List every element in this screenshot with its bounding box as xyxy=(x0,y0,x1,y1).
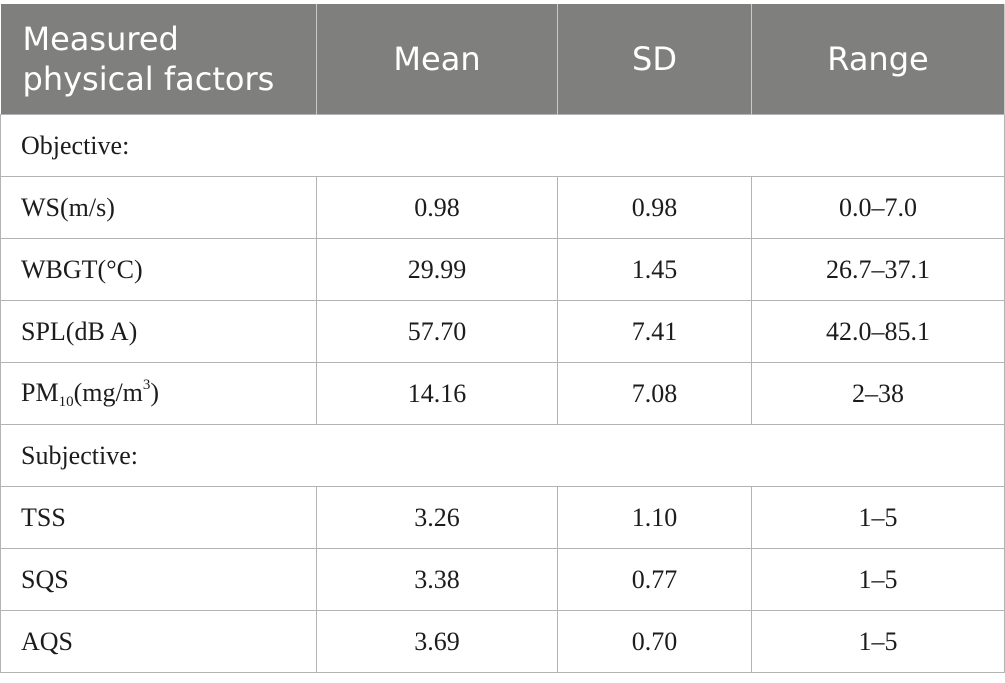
pm-label-close: ) xyxy=(150,377,160,407)
mean-cell: 14.16 xyxy=(316,362,558,425)
range-cell: 1–5 xyxy=(751,486,1005,549)
range-cell: 2–38 xyxy=(751,362,1005,425)
range-cell: 1–5 xyxy=(751,548,1005,611)
range-cell: 0.0–7.0 xyxy=(751,176,1005,239)
section-objective-label: Objective: xyxy=(0,114,1005,177)
row-label: SPL(dB A) xyxy=(0,300,317,363)
section-subjective-label: Subjective: xyxy=(0,424,1005,487)
row-label: PM10(mg/m3) xyxy=(0,362,317,425)
row-label: TSS xyxy=(0,486,317,549)
header-factor-line1: Measured xyxy=(22,20,179,58)
section-row-objective: Objective: xyxy=(0,114,1005,177)
sd-cell: 0.98 xyxy=(557,176,752,239)
sd-cell: 0.77 xyxy=(557,548,752,611)
header-range: Range xyxy=(751,4,1005,115)
table-row-ws: WS(m/s) 0.98 0.98 0.0–7.0 xyxy=(0,176,1005,239)
sd-cell: 7.41 xyxy=(557,300,752,363)
row-label: WS(m/s) xyxy=(0,176,317,239)
pm-label-superscript: 3 xyxy=(142,376,151,393)
table-row-pm10: PM10(mg/m3) 14.16 7.08 2–38 xyxy=(0,362,1005,425)
section-row-subjective: Subjective: xyxy=(0,424,1005,487)
range-cell: 42.0–85.1 xyxy=(751,300,1005,363)
mean-cell: 3.38 xyxy=(316,548,558,611)
mean-cell: 3.69 xyxy=(316,610,558,673)
table-row-spl: SPL(dB A) 57.70 7.41 42.0–85.1 xyxy=(0,300,1005,363)
table-header: Measured physical factors Mean SD Range xyxy=(0,4,1005,115)
range-cell: 26.7–37.1 xyxy=(751,238,1005,301)
header-mean: Mean xyxy=(316,4,558,115)
physical-factors-table: Measured physical factors Mean SD Range O… xyxy=(0,4,1005,673)
mean-cell: 0.98 xyxy=(316,176,558,239)
pm-label-unit: (mg/m xyxy=(73,377,143,407)
row-label: SQS xyxy=(0,548,317,611)
row-label: WBGT(°C) xyxy=(0,238,317,301)
mean-cell: 57.70 xyxy=(316,300,558,363)
range-cell: 1–5 xyxy=(751,610,1005,673)
header-factor-line2: physical factors xyxy=(22,60,275,98)
table-row-sqs: SQS 3.38 0.77 1–5 xyxy=(0,548,1005,611)
pm-label-prefix: PM xyxy=(21,377,59,407)
table-row-aqs: AQS 3.69 0.70 1–5 xyxy=(0,610,1005,673)
table-row-wbgt: WBGT(°C) 29.99 1.45 26.7–37.1 xyxy=(0,238,1005,301)
pm-label-subscript: 10 xyxy=(58,393,74,410)
sd-cell: 1.10 xyxy=(557,486,752,549)
table-row-tss: TSS 3.26 1.10 1–5 xyxy=(0,486,1005,549)
table-body: Objective: WS(m/s) 0.98 0.98 0.0–7.0 WBG… xyxy=(0,114,1005,673)
row-label: AQS xyxy=(0,610,317,673)
header-row: Measured physical factors Mean SD Range xyxy=(0,4,1005,115)
sd-cell: 7.08 xyxy=(557,362,752,425)
header-sd: SD xyxy=(557,4,752,115)
mean-cell: 3.26 xyxy=(316,486,558,549)
mean-cell: 29.99 xyxy=(316,238,558,301)
sd-cell: 1.45 xyxy=(557,238,752,301)
header-measured-factors: Measured physical factors xyxy=(0,4,317,115)
sd-cell: 0.70 xyxy=(557,610,752,673)
